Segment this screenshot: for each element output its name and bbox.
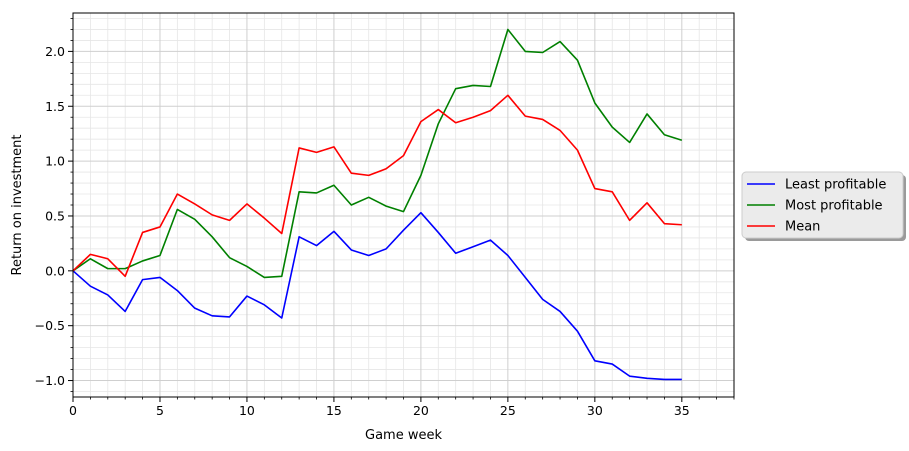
x-tick-label: 25 — [500, 403, 516, 418]
y-axis-label: Return on investment — [10, 134, 25, 275]
legend: Least profitable Most profitable Mean — [741, 171, 906, 241]
legend-entry: Mean — [785, 220, 820, 235]
y-tick-label: 0.5 — [45, 208, 65, 223]
y-tick-label: −0.5 — [35, 318, 65, 333]
y-tick-label: 1.0 — [45, 154, 65, 169]
x-axis-label: Game week — [365, 428, 442, 443]
series-line-mean — [72, 94, 682, 278]
y-axis-ticks: −1.0 −0.5 0.0 0.5 1.0 1.5 2.0 — [35, 18, 73, 392]
y-tick-label: −1.0 — [35, 373, 65, 388]
x-tick-label: 15 — [326, 403, 342, 418]
legend-entry: Least profitable — [785, 178, 886, 193]
series-line-least-profitable — [72, 211, 682, 381]
x-tick-label: 20 — [413, 403, 429, 418]
x-tick-label: 30 — [587, 403, 603, 418]
x-tick-label: 35 — [674, 403, 690, 418]
series-lines — [72, 28, 683, 381]
major-grid — [72, 13, 734, 397]
x-axis-ticks: 0 5 10 15 20 25 30 35 — [69, 397, 735, 418]
legend-box — [741, 171, 904, 239]
legend-entry: Most profitable — [785, 199, 883, 214]
x-tick-label: 10 — [239, 403, 255, 418]
series-line-most-profitable — [72, 28, 683, 279]
x-tick-label: 5 — [156, 403, 164, 418]
y-tick-label: 1.5 — [45, 99, 65, 114]
x-tick-label: 0 — [69, 403, 77, 418]
y-tick-label: 0.0 — [45, 263, 65, 278]
y-tick-label: 2.0 — [45, 44, 65, 59]
